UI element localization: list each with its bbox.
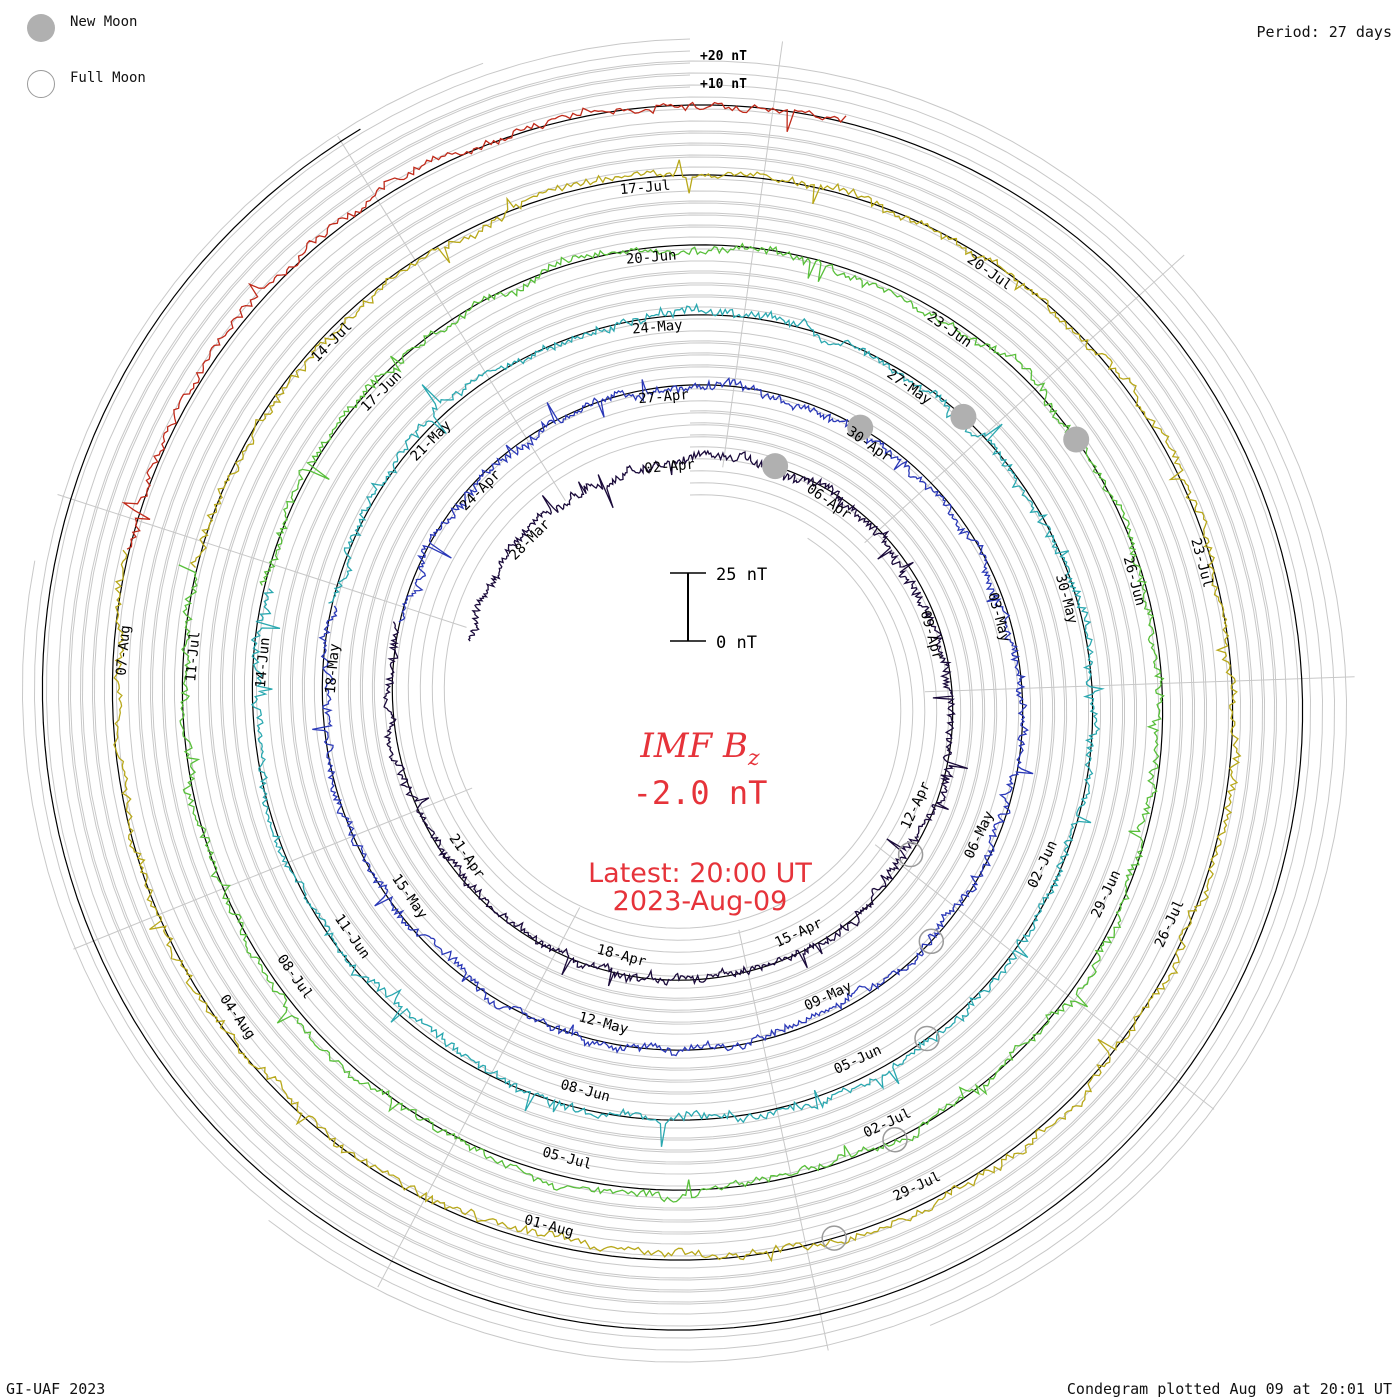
full-moon-marker [897, 841, 924, 868]
date-label: 17-Jul [619, 178, 671, 198]
new-moon-icon [27, 14, 55, 42]
series-line-4 [178, 242, 1165, 1203]
grid-spoke [57, 494, 467, 628]
series-line-3 [250, 302, 1105, 1147]
date-label: 09-May [802, 979, 855, 1015]
grid-spiral [67, 60, 1348, 1326]
series-line-2 [312, 376, 1034, 1057]
period-label: Period: 27 days [1256, 23, 1392, 41]
full-moon-marker [882, 1126, 908, 1153]
series-layer [113, 101, 1242, 1263]
grid-spiral [21, 84, 1324, 1351]
grid-spoke [738, 929, 829, 1351]
grid-spoke [337, 135, 566, 501]
series-line-5 [113, 159, 1242, 1263]
moon-markers [762, 403, 1090, 1251]
full-moon-marker [821, 1225, 847, 1251]
new-moon-marker [762, 453, 789, 480]
grid-spoke [874, 844, 1215, 1110]
full-moon-marker [918, 928, 945, 955]
grid-spiral [79, 72, 1336, 1363]
grid-spiral [93, 86, 1252, 1279]
date-label: 07-Aug [114, 625, 134, 677]
date-label: 02-Apr [644, 457, 696, 477]
grid-spiral [57, 50, 1288, 1315]
chart-title-subscript: z [748, 745, 760, 771]
full-moon-marker [914, 1025, 940, 1052]
date-label: 14-Jul [309, 319, 356, 366]
grid-spoke [924, 676, 1355, 693]
new-moon-marker [1063, 426, 1090, 453]
date-label: 29-Jul [891, 1169, 944, 1205]
date-label: 14-Jun [253, 637, 273, 689]
date-label: 21-May [408, 418, 455, 465]
ring-scale-label: +10 nT [700, 77, 747, 92]
series-line-6 [121, 101, 847, 550]
grid-spiral [81, 74, 1264, 1291]
date-label: 05-Jun [832, 1042, 885, 1078]
latest-date: 2023-Aug-09 [612, 886, 788, 917]
grid-spoke [864, 254, 1185, 544]
date-label: 24-Apr [457, 467, 504, 514]
new-moon-marker [847, 414, 874, 441]
scale-bar: 25 nT 0 nT [670, 565, 767, 653]
current-value: -2.0 nT [632, 774, 768, 812]
date-label: 20-Jun [625, 247, 677, 267]
date-label: 27-Apr [638, 387, 690, 407]
date-label: 24-May [631, 317, 683, 337]
chart-title-main: IMF B [640, 726, 749, 766]
footer-credit: GI-UAF 2023 [6, 1380, 106, 1398]
full-moon-icon [27, 70, 55, 98]
ring-grid [21, 38, 1355, 1363]
grid-spiral [69, 62, 1276, 1303]
chart-title: IMF Bz [0, 726, 1400, 771]
date-label: 18-May [323, 643, 343, 695]
ring-scale-label: +20 nT [700, 49, 747, 64]
grid-spoke [377, 907, 581, 1288]
date-label: 06-May [962, 809, 998, 862]
grid-spoke [73, 787, 473, 950]
ring-scale-labels: +20 nT +10 nT [700, 49, 747, 92]
footer-plot-time: Condegram plotted Aug 09 at 20:01 UT [1066, 1380, 1392, 1398]
series-line-1 [382, 449, 969, 987]
grid-spiral [33, 62, 1312, 1339]
latest-time: Latest: 20:00 UT [588, 858, 812, 889]
date-label: 15-Apr [772, 915, 825, 951]
new-moon-marker [950, 403, 977, 430]
grid-spiral [45, 38, 1300, 1327]
scale-bar-top-label: 25 nT [716, 565, 767, 585]
date-label: 11-Jul [183, 631, 203, 683]
full-moon-legend-label: Full Moon [70, 70, 146, 86]
grid-spoke [722, 41, 784, 468]
new-moon-legend-label: New Moon [70, 14, 138, 30]
scale-bar-bottom-label: 0 nT [716, 633, 757, 653]
